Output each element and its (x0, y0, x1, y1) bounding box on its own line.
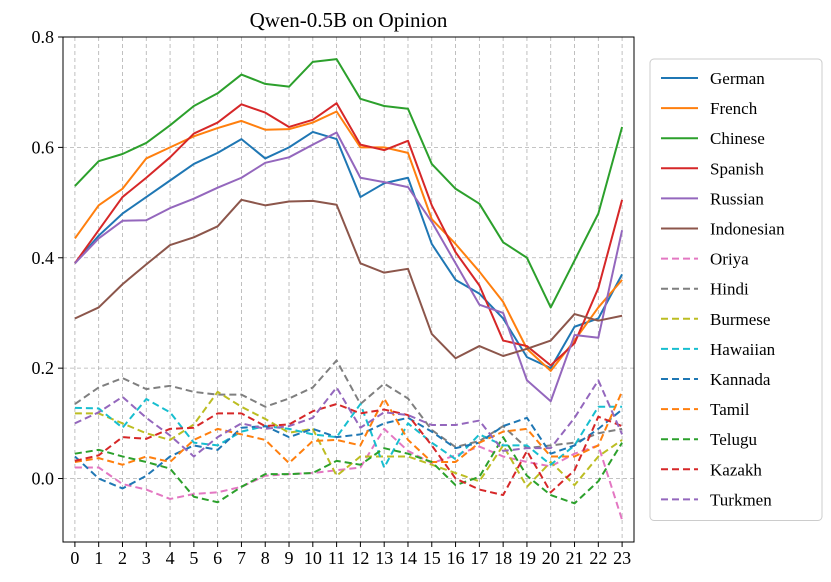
legend-label-kannada: Kannada (710, 370, 771, 389)
y-tick-label-2: 0.4 (32, 248, 55, 268)
series-line-hindi (74, 359, 623, 450)
series-lines (74, 58, 624, 521)
x-tick-label-12: 12 (351, 548, 369, 568)
x-tick-label-7: 7 (237, 548, 246, 568)
series-line-indonesian (74, 198, 623, 360)
y-tick-label-1: 0.2 (32, 358, 55, 378)
x-tick-label-22: 22 (589, 548, 607, 568)
x-tick-label-23: 23 (613, 548, 631, 568)
series-line-hawaiian (74, 398, 623, 469)
legend-label-spanish: Spanish (710, 159, 764, 178)
legend-label-german: German (710, 69, 765, 88)
legend-label-oriya: Oriya (710, 250, 749, 269)
x-tick-label-8: 8 (261, 548, 270, 568)
legend-label-hawaiian: Hawaiian (710, 340, 776, 359)
legend-label-burmese: Burmese (710, 310, 770, 329)
x-tick-label-20: 20 (542, 548, 560, 568)
y-tick-label-3: 0.6 (32, 137, 55, 157)
series-line-french (74, 110, 623, 372)
x-tick-label-2: 2 (118, 548, 127, 568)
x-tick-label-11: 11 (328, 548, 345, 568)
x-tick-label-15: 15 (423, 548, 441, 568)
x-tick-label-13: 13 (375, 548, 393, 568)
series-line-russian (74, 131, 624, 403)
series-line-chinese (74, 58, 624, 309)
legend: German French Chinese Spanish Russian Indones… (649, 58, 823, 521)
legend-label-turkmen: Turkmen (710, 490, 772, 509)
x-tick-label-17: 17 (470, 548, 488, 568)
legend-label-tamil: Tamil (710, 400, 750, 419)
x-axis: 0 1 2 3 4 5 6 7 8 9 10 11 12 13 14 15 16 17 18 19 20 21 22 23 (70, 542, 631, 568)
y-tick-label-0: 0.0 (32, 469, 55, 489)
x-tick-label-18: 18 (494, 548, 512, 568)
legend-label-french: French (710, 99, 758, 118)
y-tick-label-4: 0.8 (32, 27, 55, 47)
x-tick-label-19: 19 (518, 548, 536, 568)
series-line-kannada (74, 408, 623, 490)
series-line-turkmen (74, 379, 624, 458)
legend-label-kazakh: Kazakh (710, 460, 762, 479)
x-tick-label-1: 1 (94, 548, 103, 568)
x-tick-label-5: 5 (189, 548, 198, 568)
x-tick-label-6: 6 (213, 548, 222, 568)
y-axis: 0.0 0.2 0.4 0.6 0.8 (32, 27, 63, 489)
legend-label-indonesian: Indonesian (710, 220, 785, 239)
x-tick-label-14: 14 (399, 548, 417, 568)
x-tick-label-9: 9 (285, 548, 294, 568)
legend-label-telugu: Telugu (710, 430, 757, 449)
series-line-oriya (74, 427, 624, 521)
series-line-tamil (74, 390, 624, 466)
chart-title: Qwen-0.5B on Opinion (250, 8, 448, 32)
x-tick-label-16: 16 (447, 548, 465, 568)
x-tick-label-21: 21 (566, 548, 584, 568)
series-line-kazakh (74, 403, 623, 497)
x-tick-label-0: 0 (70, 548, 79, 568)
series-line-telugu (74, 436, 623, 505)
plot-area-frame (62, 36, 635, 543)
series-line-burmese (74, 390, 623, 488)
x-tick-label-4: 4 (166, 548, 175, 568)
series-line-german (74, 130, 623, 370)
legend-label-chinese: Chinese (710, 129, 765, 148)
x-tick-label-3: 3 (142, 548, 151, 568)
legend-label-hindi: Hindi (710, 280, 749, 299)
legend-label-russian: Russian (710, 189, 764, 208)
legend-box (649, 58, 823, 521)
x-tick-label-10: 10 (304, 548, 322, 568)
series-line-spanish (74, 102, 624, 367)
